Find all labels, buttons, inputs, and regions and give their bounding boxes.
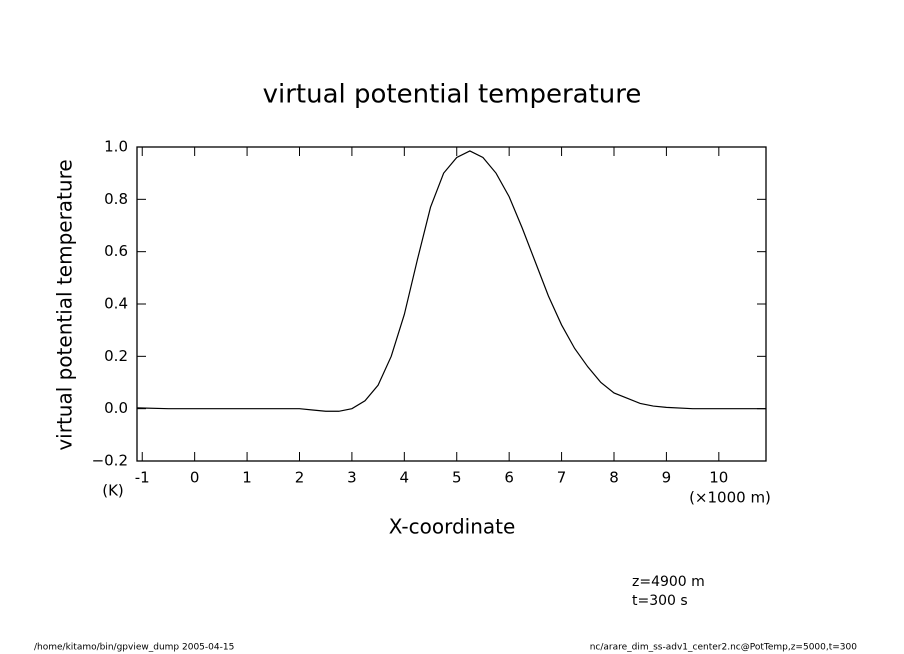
x-tick-label: 4 bbox=[400, 469, 410, 487]
data-line bbox=[136, 150, 766, 412]
x-tick-label: 10 bbox=[709, 469, 728, 487]
x-tick-label: 9 bbox=[662, 469, 672, 487]
y-tick-label: 0.2 bbox=[104, 347, 128, 365]
annotation: t=300 s bbox=[632, 593, 688, 609]
y-tick-label: 1.0 bbox=[104, 138, 128, 156]
chart-title: virtual potential temperature bbox=[263, 80, 642, 110]
y-tick-label: 0.4 bbox=[104, 295, 128, 313]
y-axis-unit: (K) bbox=[102, 482, 124, 500]
x-tick-label: -1 bbox=[135, 469, 150, 487]
x-tick-label: 1 bbox=[242, 469, 252, 487]
x-tick-label: 3 bbox=[347, 469, 357, 487]
plot-frame bbox=[136, 146, 767, 462]
x-axis-label: X-coordinate bbox=[389, 515, 516, 539]
x-tick-label: 6 bbox=[504, 469, 514, 487]
footer: nc/arare_dim_ss-adv1_center2.nc@PotTemp,… bbox=[590, 643, 858, 653]
y-tick-label: −0.2 bbox=[92, 452, 128, 470]
x-tick-label: 8 bbox=[609, 469, 619, 487]
footer: /home/kitamo/bin/gpview_dump 2005-04-15 bbox=[34, 643, 234, 653]
x-axis-unit: (×1000 m) bbox=[689, 489, 771, 507]
annotation: z=4900 m bbox=[632, 574, 705, 590]
y-axis-label: virtual potential temperature bbox=[53, 159, 77, 450]
x-tick-label: 5 bbox=[452, 469, 462, 487]
y-tick-label: 0.8 bbox=[104, 190, 128, 208]
y-tick-label: 0.0 bbox=[104, 399, 128, 417]
y-tick-label: 0.6 bbox=[104, 242, 128, 260]
x-tick-label: 7 bbox=[557, 469, 567, 487]
x-tick-label: 0 bbox=[190, 469, 200, 487]
x-tick-label: 2 bbox=[295, 469, 305, 487]
